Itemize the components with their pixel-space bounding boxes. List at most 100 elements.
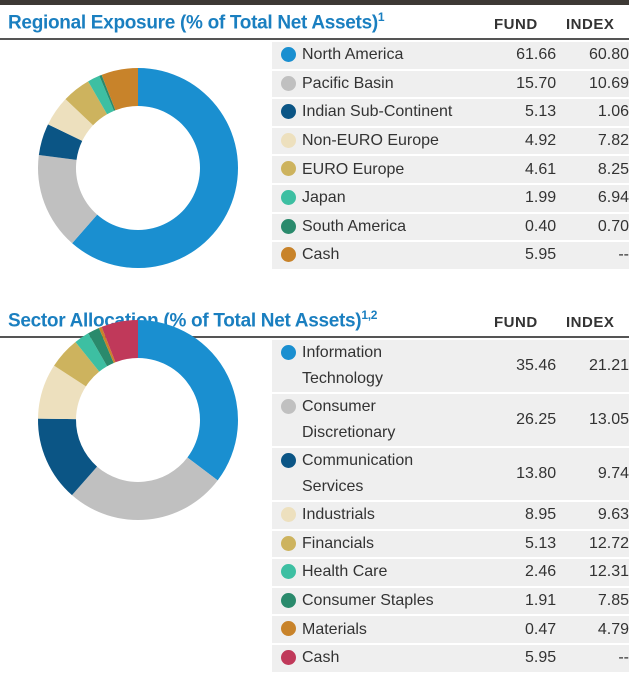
- category-label: Financials: [302, 534, 375, 552]
- index-value: --: [618, 649, 629, 667]
- legend-dot: [281, 345, 296, 360]
- donut-slice: [75, 333, 108, 372]
- legend-dot: [281, 535, 296, 551]
- table-row: Materials 0.47 4.79: [272, 616, 629, 643]
- fund-value: 5.95: [524, 649, 557, 667]
- donut-slice: [101, 320, 138, 363]
- legend-dot: [281, 621, 296, 637]
- column-header: FUND: [494, 16, 538, 33]
- fund-value: 5.13: [524, 103, 557, 121]
- index-value: 7.82: [597, 132, 629, 150]
- fund-value: 35.46: [516, 357, 557, 374]
- category-label: Consumer Discretionary: [302, 398, 396, 441]
- table-row: South America 0.40 0.70: [272, 213, 629, 241]
- index-value: 9.63: [597, 506, 629, 524]
- index-value: --: [618, 246, 629, 264]
- legend-dot: [281, 75, 296, 91]
- category-label: Japan: [302, 189, 346, 207]
- donut-slice: [98, 326, 116, 363]
- title-text: Sector Allocation (% of Total Net Assets…: [8, 310, 362, 332]
- index-value: 4.79: [597, 620, 629, 638]
- legend-dot: [281, 104, 296, 120]
- title-note: 1,2: [361, 308, 378, 322]
- rule: [0, 336, 629, 338]
- fund-value: 26.25: [516, 411, 557, 428]
- table-row: Cash 5.95 --: [272, 242, 629, 269]
- top-bar: [0, 0, 629, 5]
- table-row: Consumer Staples 1.91 7.85: [272, 587, 629, 615]
- legend-dot: [281, 47, 296, 62]
- fund-value: 0.47: [524, 620, 557, 638]
- table-row: North America 61.66 60.80: [272, 42, 629, 69]
- fund-value: 13.80: [516, 465, 557, 482]
- table-row: Consumer Discretionary 26.25 13.05: [272, 394, 629, 446]
- donut-chart: [38, 68, 238, 268]
- section-title: Sector Allocation (% of Total Net Assets…: [8, 308, 377, 332]
- legend-dot: [281, 507, 296, 522]
- index-value: 9.74: [597, 465, 629, 482]
- legend-dot: [281, 592, 296, 608]
- legend-dot: [281, 132, 296, 148]
- donut-slice: [138, 320, 238, 481]
- category-label: Materials: [302, 620, 367, 638]
- index-value: 8.25: [597, 160, 629, 178]
- legend-dot: [281, 247, 296, 263]
- section: Sector Allocation (% of Total Net Assets…: [0, 306, 629, 672]
- table-row: Industrials 8.95 9.63: [272, 502, 629, 529]
- index-value: 13.05: [588, 411, 629, 428]
- category-label: Information Technology: [302, 344, 383, 387]
- category-label: Cash: [302, 649, 340, 667]
- category-label: Indian Sub-Continent: [302, 103, 453, 121]
- category-label: Non-EURO Europe: [302, 132, 439, 150]
- category-label: North America: [302, 46, 404, 64]
- legend-dot: [281, 399, 296, 414]
- table-row: Cash 5.95 --: [272, 644, 629, 672]
- category-label: Pacific Basin: [302, 74, 394, 92]
- legend-dot: [281, 189, 296, 205]
- index-value: 60.80: [588, 46, 629, 64]
- fund-value: 4.92: [524, 132, 557, 150]
- donut-slice: [54, 341, 100, 387]
- category-label: Health Care: [302, 563, 388, 581]
- legend-dot: [281, 453, 296, 468]
- donut-slice: [88, 75, 114, 115]
- index-value: 6.94: [597, 189, 629, 207]
- donut-slice: [38, 365, 86, 420]
- column-header: FUND: [494, 314, 538, 331]
- category-label: Industrials: [302, 506, 375, 524]
- donut-slice: [38, 154, 98, 244]
- legend-table: North America 61.66 60.80 Pacific Basin 15.7…: [272, 42, 629, 271]
- fund-value: 5.13: [524, 534, 557, 552]
- index-value: 1.06: [597, 103, 629, 121]
- donut-slice: [101, 68, 138, 111]
- donut-slice: [71, 457, 218, 520]
- column-header: INDEX: [566, 314, 615, 331]
- section: Regional Exposure (% of Total Net Assets…: [0, 8, 629, 308]
- legend-table: Information Technology 35.46 21.21 Consumer…: [272, 340, 629, 674]
- section-title: Regional Exposure (% of Total Net Assets…: [8, 10, 385, 34]
- table-row: Indian Sub-Continent 5.13 1.06: [272, 99, 629, 126]
- rule: [0, 38, 629, 40]
- category-label: Consumer Staples: [302, 592, 434, 610]
- table-row: Health Care 2.46 12.31: [272, 559, 629, 586]
- donut-slice: [65, 81, 108, 126]
- fund-value: 8.95: [524, 506, 557, 524]
- fund-value: 5.95: [524, 246, 557, 264]
- table-row: Pacific Basin 15.70 10.69: [272, 70, 629, 98]
- index-value: 12.72: [588, 534, 629, 552]
- title-note: 1: [377, 10, 385, 24]
- fund-value: 15.70: [516, 74, 557, 92]
- fund-value: 0.40: [524, 217, 557, 235]
- table-row: Financials 5.13 12.72: [272, 530, 629, 558]
- table-row: EURO Europe 4.61 8.25: [272, 156, 629, 183]
- legend-dot: [281, 564, 296, 580]
- legend-dot: [281, 649, 296, 665]
- donut-slice: [72, 68, 238, 268]
- fund-value: 4.61: [524, 160, 557, 178]
- legend-dot: [281, 161, 296, 177]
- title-text: Regional Exposure (% of Total Net Assets…: [8, 12, 378, 34]
- table-row: Non-EURO Europe 4.92 7.82: [272, 127, 629, 155]
- table-row: Japan 1.99 6.94: [272, 184, 629, 212]
- index-value: 7.85: [597, 592, 629, 610]
